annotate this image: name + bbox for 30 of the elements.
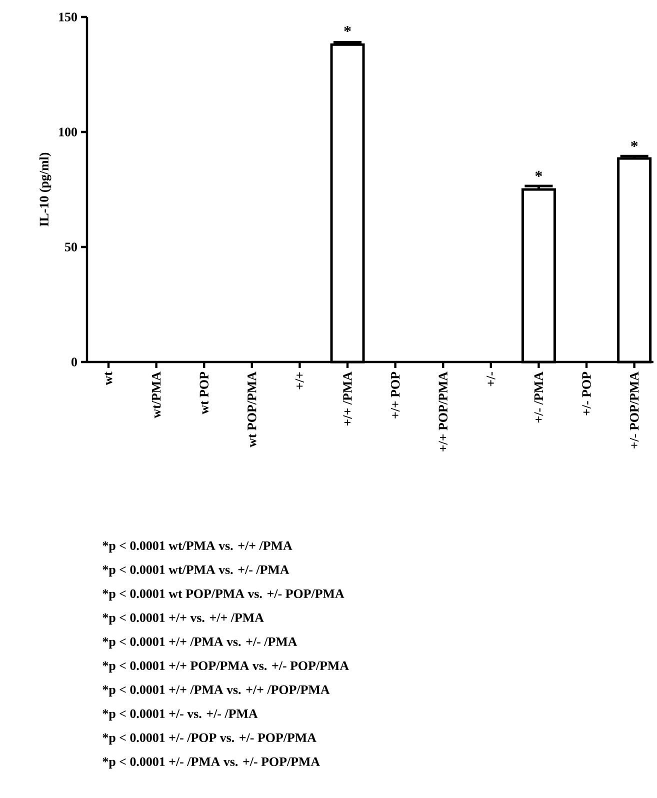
y-tick-label: 0 — [72, 358, 77, 366]
text: *p < 0.0001 +/+ /PMA vs. +/+ /POP/PMA — [102, 685, 330, 697]
x-tick-label: wt POP/PMA — [248, 372, 256, 448]
text: *p < 0.0001 +/- vs. +/- /PMA — [102, 709, 258, 721]
x-tick-label: +/- — [486, 372, 496, 386]
annotation: * — [535, 170, 542, 177]
y-tick-label: 100 — [59, 128, 77, 136]
x-tick-label: +/+ POP — [390, 372, 400, 418]
annotation: * — [630, 140, 638, 147]
text: *p < 0.0001 wt/PMA vs. +/- /PMA — [102, 565, 290, 577]
text: *p < 0.0001 +/+ vs. +/+ /PMA — [102, 613, 264, 625]
y-axis-title: IL-10 (pg/ml) — [39, 152, 52, 226]
text: *p < 0.0001 +/- /POP vs. +/- POP/PMA — [102, 733, 316, 745]
x-tick-label: +/- POP — [582, 372, 591, 416]
x-tick-label: +/+ — [295, 372, 304, 390]
x-tick-label: +/- POP/PMA — [630, 372, 639, 448]
y-tick-label: 50 — [65, 242, 77, 252]
x-tick-label: wt/PMA — [152, 372, 161, 418]
text: *p < 0.0001 +/+ POP/PMA vs. +/- POP/PMA — [102, 661, 349, 673]
text: *p < 0.0001 +/+ /PMA vs. +/- /PMA — [102, 637, 298, 649]
text: *p < 0.0001 wt/PMA vs. +/+ /PMA — [102, 541, 292, 553]
x-tick-label: wt — [104, 372, 112, 386]
x-tick-label: +/+ POP/PMA — [438, 372, 448, 452]
annotation: * — [344, 26, 351, 32]
text: *p < 0.0001 wt POP/PMA vs. +/- POP/PMA — [102, 589, 344, 601]
y-tick-label: 150 — [59, 12, 77, 22]
x-tick-label: +/- /PMA — [534, 372, 544, 422]
x-tick-label: +/+ /PMA — [343, 372, 352, 426]
x-tick-label: wt POP — [200, 372, 208, 414]
text: *p < 0.0001 +/- /PMA vs. +/- POP/PMA — [102, 757, 320, 769]
